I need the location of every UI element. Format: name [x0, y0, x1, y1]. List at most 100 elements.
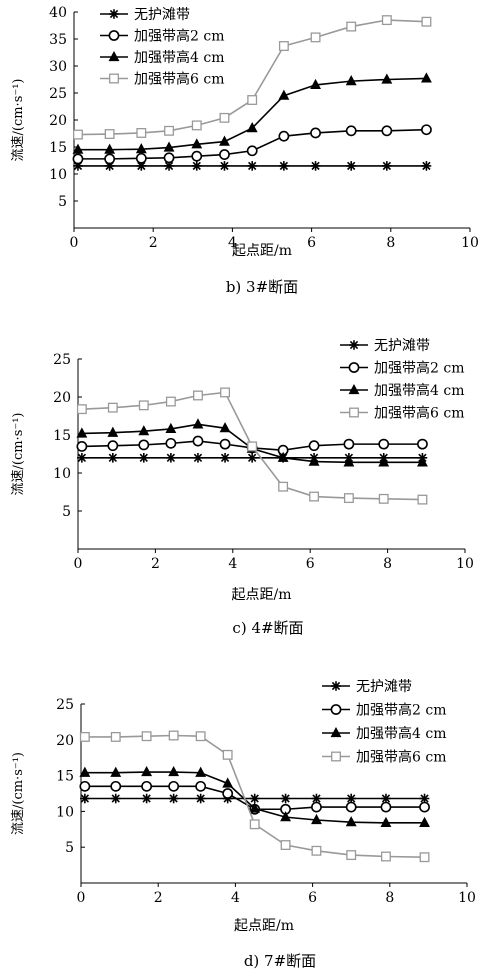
legend-item: 加强带高6 cm: [322, 749, 446, 766]
data-point: [165, 437, 177, 449]
data-point: [378, 456, 390, 467]
x-axis-label: 起点距/m: [232, 243, 292, 259]
x-tick-label: 2: [149, 235, 158, 251]
data-point: [163, 141, 175, 152]
data-point: [138, 400, 149, 411]
legend-marker: [109, 9, 119, 19]
data-point: [249, 802, 261, 813]
data-point: [107, 402, 118, 413]
x-tick-label: 8: [385, 890, 394, 906]
data-point: [141, 780, 153, 792]
data-point: [345, 801, 357, 813]
data-point: [246, 122, 258, 133]
data-point: [310, 78, 321, 89]
legend-item: 加强带高2 cm: [100, 28, 224, 45]
data-point: [138, 425, 150, 436]
legend-label: 加强带高2 cm: [134, 28, 224, 45]
legend-label: 加强带高6 cm: [374, 405, 464, 422]
y-tick-label: 20: [56, 733, 74, 749]
data-point: [345, 816, 357, 827]
legend-label: 加强带高4 cm: [374, 382, 464, 399]
data-point: [195, 766, 207, 777]
data-point: [220, 387, 231, 398]
data-point: [346, 21, 357, 32]
data-point: [279, 161, 289, 171]
data-point: [193, 453, 203, 463]
data-point: [382, 161, 392, 171]
data-point: [76, 427, 88, 438]
data-point: [219, 438, 231, 450]
data-point: [280, 840, 291, 851]
data-point: [308, 440, 320, 452]
data-point: [416, 456, 428, 467]
legend-item: 加强带高4 cm: [322, 725, 446, 742]
data-point: [280, 793, 291, 804]
legend-marker: [331, 751, 341, 762]
x-tick-label: 2: [151, 556, 160, 572]
chart-7-section: d) 7#断面 0 2 4 6 8 10 5 10 15 20 25 起点距/m 流速/(cm·s⁻¹)…: [11, 679, 476, 970]
data-point: [278, 481, 289, 492]
x-axis-label: 起点距/m: [234, 918, 294, 934]
data-point: [163, 152, 175, 164]
data-point: [310, 32, 321, 43]
legend-item: 无护滩带: [322, 679, 412, 695]
y-tick-label: 20: [49, 113, 67, 129]
data-point: [110, 793, 121, 804]
data-point: [141, 731, 152, 742]
data-point: [380, 801, 392, 813]
data-point: [192, 435, 204, 447]
data-point: [247, 453, 257, 463]
data-point: [278, 130, 290, 142]
series-1: [77, 453, 428, 463]
legend-label: 加强带高4 cm: [356, 725, 446, 742]
data-point: [378, 493, 389, 504]
series-3: [76, 418, 428, 467]
y-tick-label: 25: [56, 697, 74, 713]
data-point: [168, 765, 180, 777]
data-point: [168, 730, 179, 741]
legend-label: 无护滩带: [134, 7, 190, 23]
data-point: [136, 128, 147, 138]
data-point: [343, 493, 354, 504]
x-tick-label: 8: [383, 556, 392, 572]
data-point: [219, 161, 230, 171]
data-point: [421, 124, 432, 136]
data-point: [141, 793, 152, 804]
legend-item: 加强带高6 cm: [340, 405, 464, 422]
data-point: [138, 439, 150, 451]
data-point: [219, 149, 230, 160]
data-point: [135, 152, 147, 164]
data-point: [247, 161, 257, 171]
legend-marker: [330, 726, 342, 738]
y-axis-label: 流速/(cm·s⁻¹): [11, 752, 26, 835]
data-point: [79, 766, 91, 777]
data-point: [246, 145, 258, 157]
legend-label: 无护滩带: [374, 338, 430, 354]
data-point: [110, 766, 122, 777]
series-line: [77, 19, 427, 136]
y-tick-label: 15: [53, 428, 71, 444]
y-tick-label: 20: [53, 390, 71, 406]
data-point: [381, 73, 393, 84]
series-3: [72, 72, 432, 154]
series-line: [81, 391, 423, 501]
series-2: [72, 124, 432, 165]
y-tick-label: 10: [56, 804, 74, 820]
legend-item: 无护滩带: [340, 338, 430, 354]
y-tick-label: 15: [49, 140, 67, 156]
y-tick-label: 5: [58, 194, 67, 210]
chart-3-section: b) 3#断面 0 2 4 6 8 10 5 10 15 20 25 30 35 40 起点距/m 流速/(c…: [11, 5, 479, 296]
legend-item: 加强带高2 cm: [340, 360, 464, 377]
x-tick-label: 6: [307, 235, 316, 251]
legend-marker: [348, 383, 360, 395]
series-line: [84, 771, 425, 824]
legend-item: 加强带高4 cm: [340, 382, 464, 399]
data-point: [222, 788, 234, 799]
y-tick-label: 25: [49, 86, 67, 102]
chart-caption: c) 4#断面: [232, 619, 303, 637]
x-tick-label: 4: [228, 556, 237, 572]
series-2: [79, 780, 430, 815]
data-point: [421, 72, 432, 83]
legend-label: 加强带高2 cm: [356, 702, 446, 719]
